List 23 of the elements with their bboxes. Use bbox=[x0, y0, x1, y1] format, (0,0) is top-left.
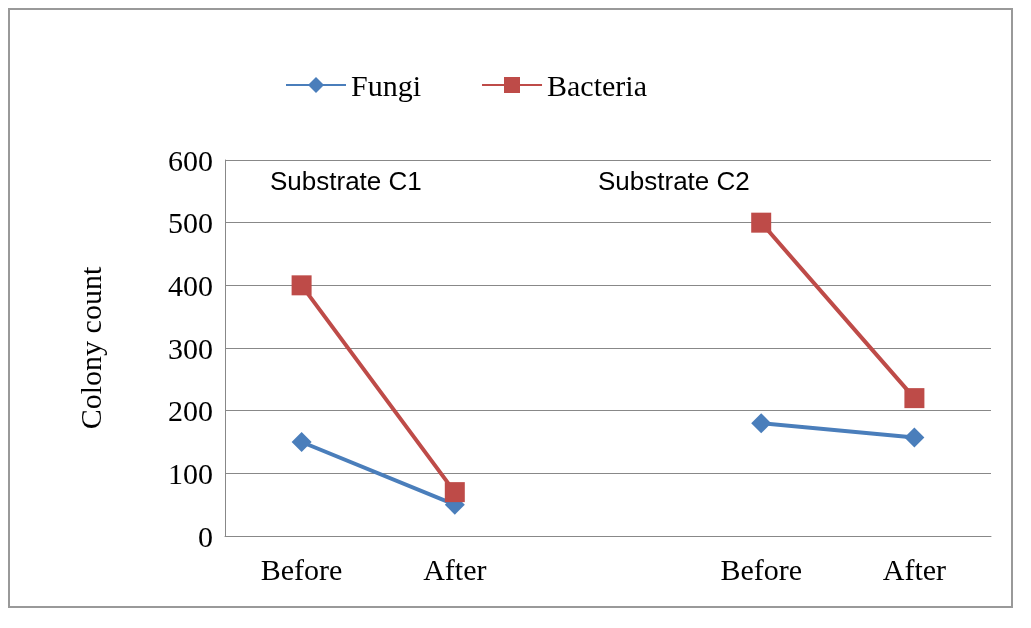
legend-label: Fungi bbox=[351, 68, 422, 102]
y-tick-label: 500 bbox=[168, 206, 213, 240]
point bbox=[904, 388, 925, 409]
y-tick-label: 0 bbox=[198, 519, 213, 553]
legend-label: Bacteria bbox=[547, 68, 647, 102]
point bbox=[904, 427, 925, 448]
annotation: Substrate C1 bbox=[270, 166, 422, 196]
x-tick-label: After bbox=[882, 552, 947, 586]
y-tick-label: 400 bbox=[168, 268, 213, 302]
y-tick-label: 600 bbox=[168, 143, 213, 177]
y-tick-label: 100 bbox=[168, 456, 213, 490]
point bbox=[751, 212, 772, 233]
point bbox=[444, 482, 465, 503]
point bbox=[751, 413, 772, 434]
x-tick-label: Before bbox=[260, 552, 343, 586]
point bbox=[291, 432, 312, 452]
y-tick-label: 200 bbox=[168, 394, 213, 428]
x-tick-label: Before bbox=[720, 552, 803, 586]
y-axis-title: Colony count bbox=[73, 266, 107, 430]
y-tick-label: 300 bbox=[168, 331, 213, 365]
x-tick-label: After bbox=[423, 552, 487, 586]
annotation: Substrate C2 bbox=[598, 166, 750, 196]
point bbox=[291, 275, 312, 296]
